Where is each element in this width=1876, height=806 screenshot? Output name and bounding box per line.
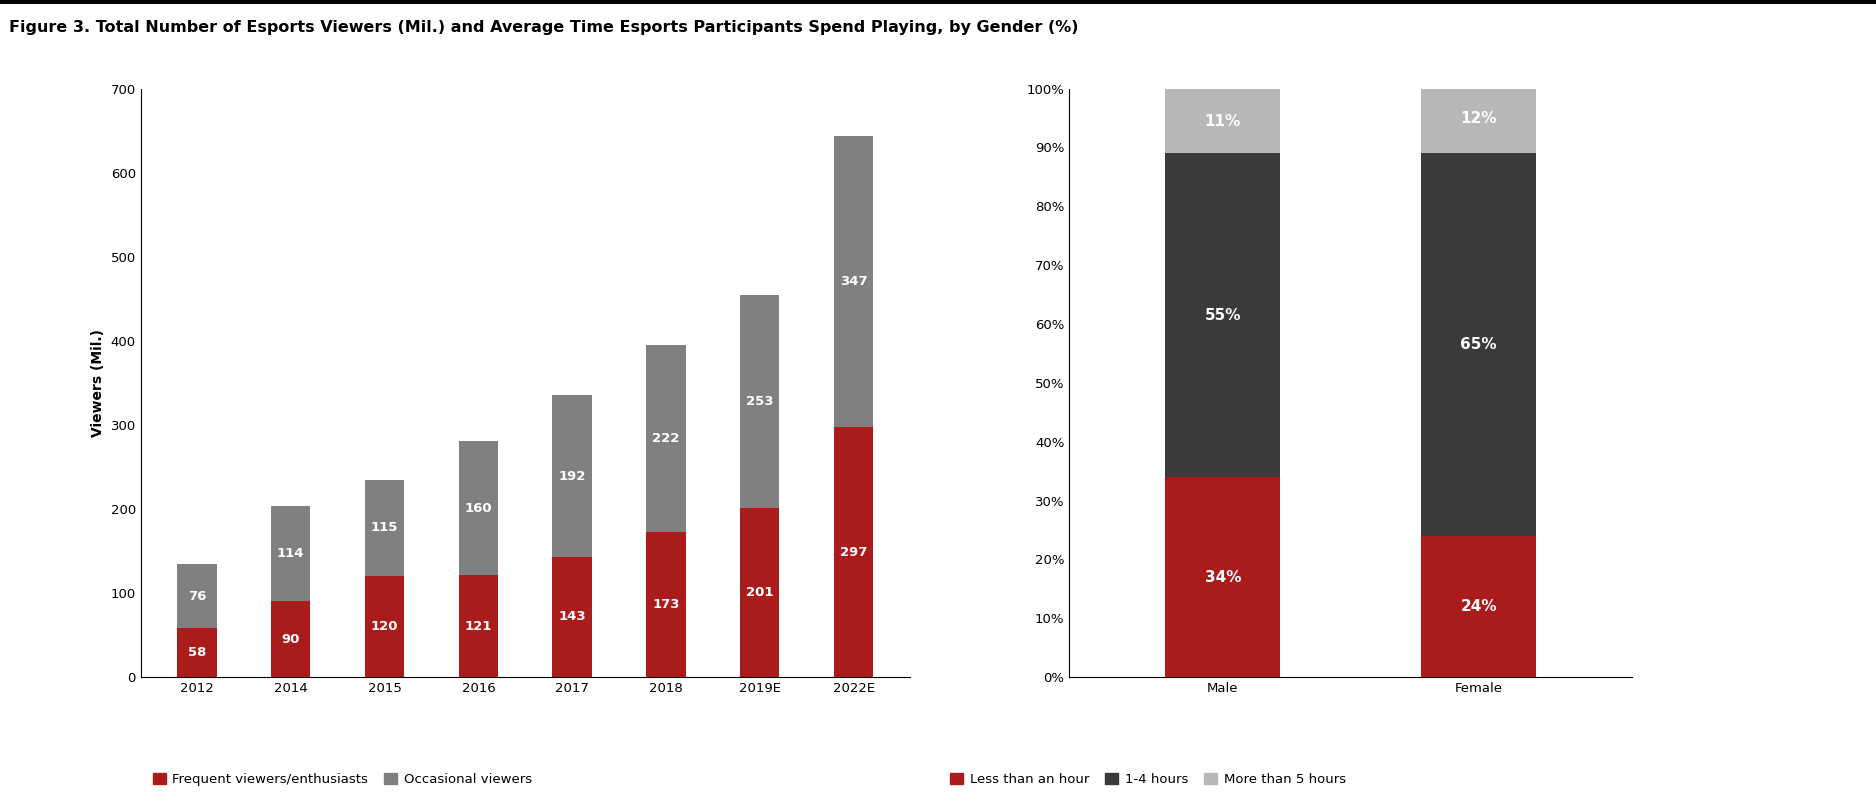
Text: 347: 347	[840, 275, 867, 288]
Bar	[739, 296, 780, 508]
Legend: Less than an hour, 1-4 hours, More than 5 hours: Less than an hour, 1-4 hours, More than …	[946, 768, 1351, 791]
Text: 192: 192	[559, 470, 585, 483]
Bar	[364, 576, 405, 677]
Bar	[1420, 83, 1536, 153]
Text: 121: 121	[465, 620, 492, 633]
Text: 160: 160	[465, 501, 492, 514]
Text: 90: 90	[281, 633, 300, 646]
Text: 24%: 24%	[1460, 599, 1497, 614]
Text: 76: 76	[188, 590, 206, 603]
Text: 120: 120	[371, 620, 398, 633]
Bar	[176, 629, 216, 677]
Bar	[1165, 477, 1279, 677]
Text: 65%: 65%	[1460, 337, 1497, 352]
Legend: Frequent viewers/enthusiasts, Occasional viewers: Frequent viewers/enthusiasts, Occasional…	[148, 768, 537, 791]
Text: 201: 201	[747, 586, 773, 599]
Text: 12%: 12%	[1460, 110, 1497, 126]
Bar	[458, 575, 499, 677]
Bar	[364, 480, 405, 576]
Y-axis label: Viewers (Mil.): Viewers (Mil.)	[92, 329, 105, 437]
Text: 253: 253	[747, 395, 773, 409]
Text: 173: 173	[653, 598, 679, 611]
Bar	[1420, 536, 1536, 677]
Bar	[553, 396, 593, 557]
Bar	[1165, 153, 1279, 477]
Bar	[1420, 153, 1536, 536]
Bar	[645, 532, 687, 677]
Bar	[270, 601, 311, 677]
Bar	[645, 345, 687, 532]
Text: 58: 58	[188, 646, 206, 659]
Bar	[176, 564, 216, 629]
Text: 114: 114	[278, 547, 304, 560]
Text: 297: 297	[840, 546, 867, 559]
Text: 222: 222	[653, 432, 679, 445]
Text: 143: 143	[559, 610, 585, 624]
Bar	[270, 505, 311, 601]
Text: 115: 115	[371, 521, 398, 534]
Bar	[553, 557, 593, 677]
Bar	[833, 427, 872, 677]
Bar	[1165, 89, 1279, 153]
Text: 11%: 11%	[1204, 114, 1240, 128]
Bar	[833, 135, 872, 427]
Bar	[458, 441, 499, 575]
Text: 34%: 34%	[1204, 570, 1242, 584]
Text: 55%: 55%	[1204, 308, 1242, 322]
Bar	[739, 508, 780, 677]
Text: Figure 3. Total Number of Esports Viewers (Mil.) and Average Time Esports Partic: Figure 3. Total Number of Esports Viewer…	[9, 20, 1079, 35]
